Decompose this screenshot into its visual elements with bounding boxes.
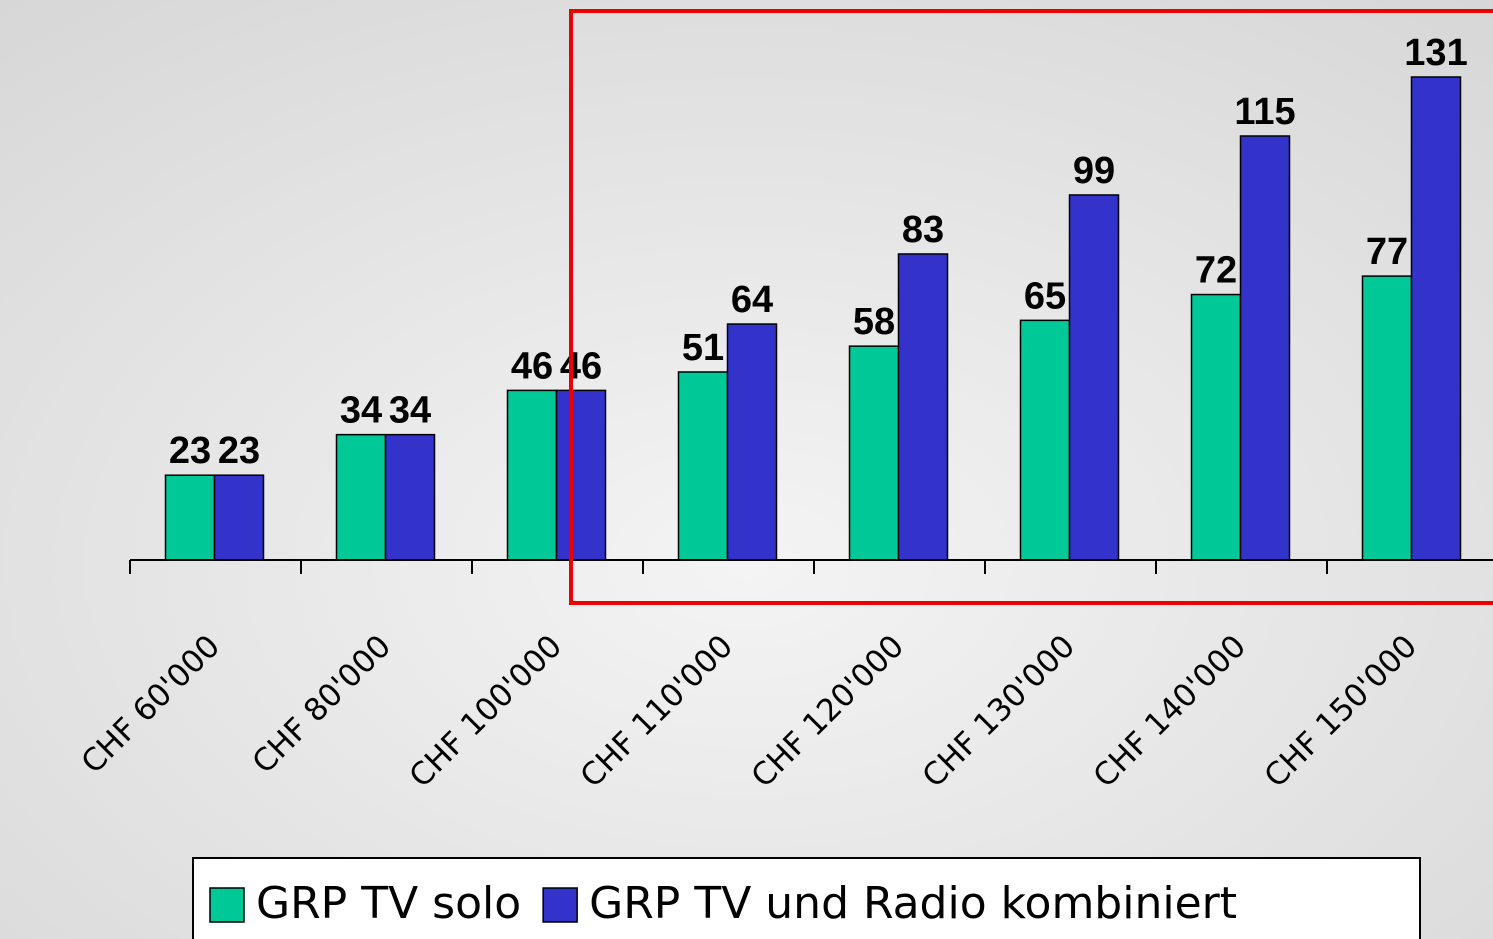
bar (1412, 77, 1461, 560)
data-label: 83 (902, 209, 944, 251)
data-label: 23 (218, 430, 260, 472)
legend-swatch (210, 888, 244, 922)
data-label: 131 (1404, 32, 1467, 74)
bar (1192, 295, 1241, 560)
bar (1021, 320, 1070, 560)
data-label: 46 (560, 345, 602, 387)
data-label: 77 (1366, 231, 1408, 273)
bar (386, 435, 435, 560)
data-label: 64 (731, 279, 773, 321)
data-label: 115 (1234, 91, 1295, 133)
bar (557, 390, 606, 560)
bar (337, 435, 386, 560)
bar (899, 254, 948, 560)
data-label: 34 (389, 390, 431, 432)
data-label: 23 (169, 430, 211, 472)
page: {"chart_data": {"type": "bar", "categori… (0, 0, 1493, 939)
bar (1241, 136, 1290, 560)
legend-label: GRP TV solo (256, 878, 521, 929)
data-label: 34 (340, 390, 382, 432)
bar (508, 390, 557, 560)
bar (728, 324, 777, 560)
legend-swatch (543, 888, 577, 922)
bar (1363, 276, 1412, 560)
data-label: 99 (1073, 150, 1115, 192)
bar (679, 372, 728, 560)
chart: 2323CHF 60'0003434CHF 80'0004646CHF 100'… (0, 0, 1493, 939)
legend-label: GRP TV und Radio kombiniert (589, 878, 1237, 929)
data-label: 72 (1195, 250, 1237, 292)
data-label: 46 (511, 345, 553, 387)
bar (850, 346, 899, 560)
data-label: 65 (1024, 275, 1066, 317)
data-label: 51 (682, 327, 724, 369)
bar (215, 475, 264, 560)
data-label: 58 (853, 301, 895, 343)
legend: GRP TV solo GRP TV und Radio kombiniert (193, 858, 1420, 939)
bar (166, 475, 215, 560)
bar (1070, 195, 1119, 560)
